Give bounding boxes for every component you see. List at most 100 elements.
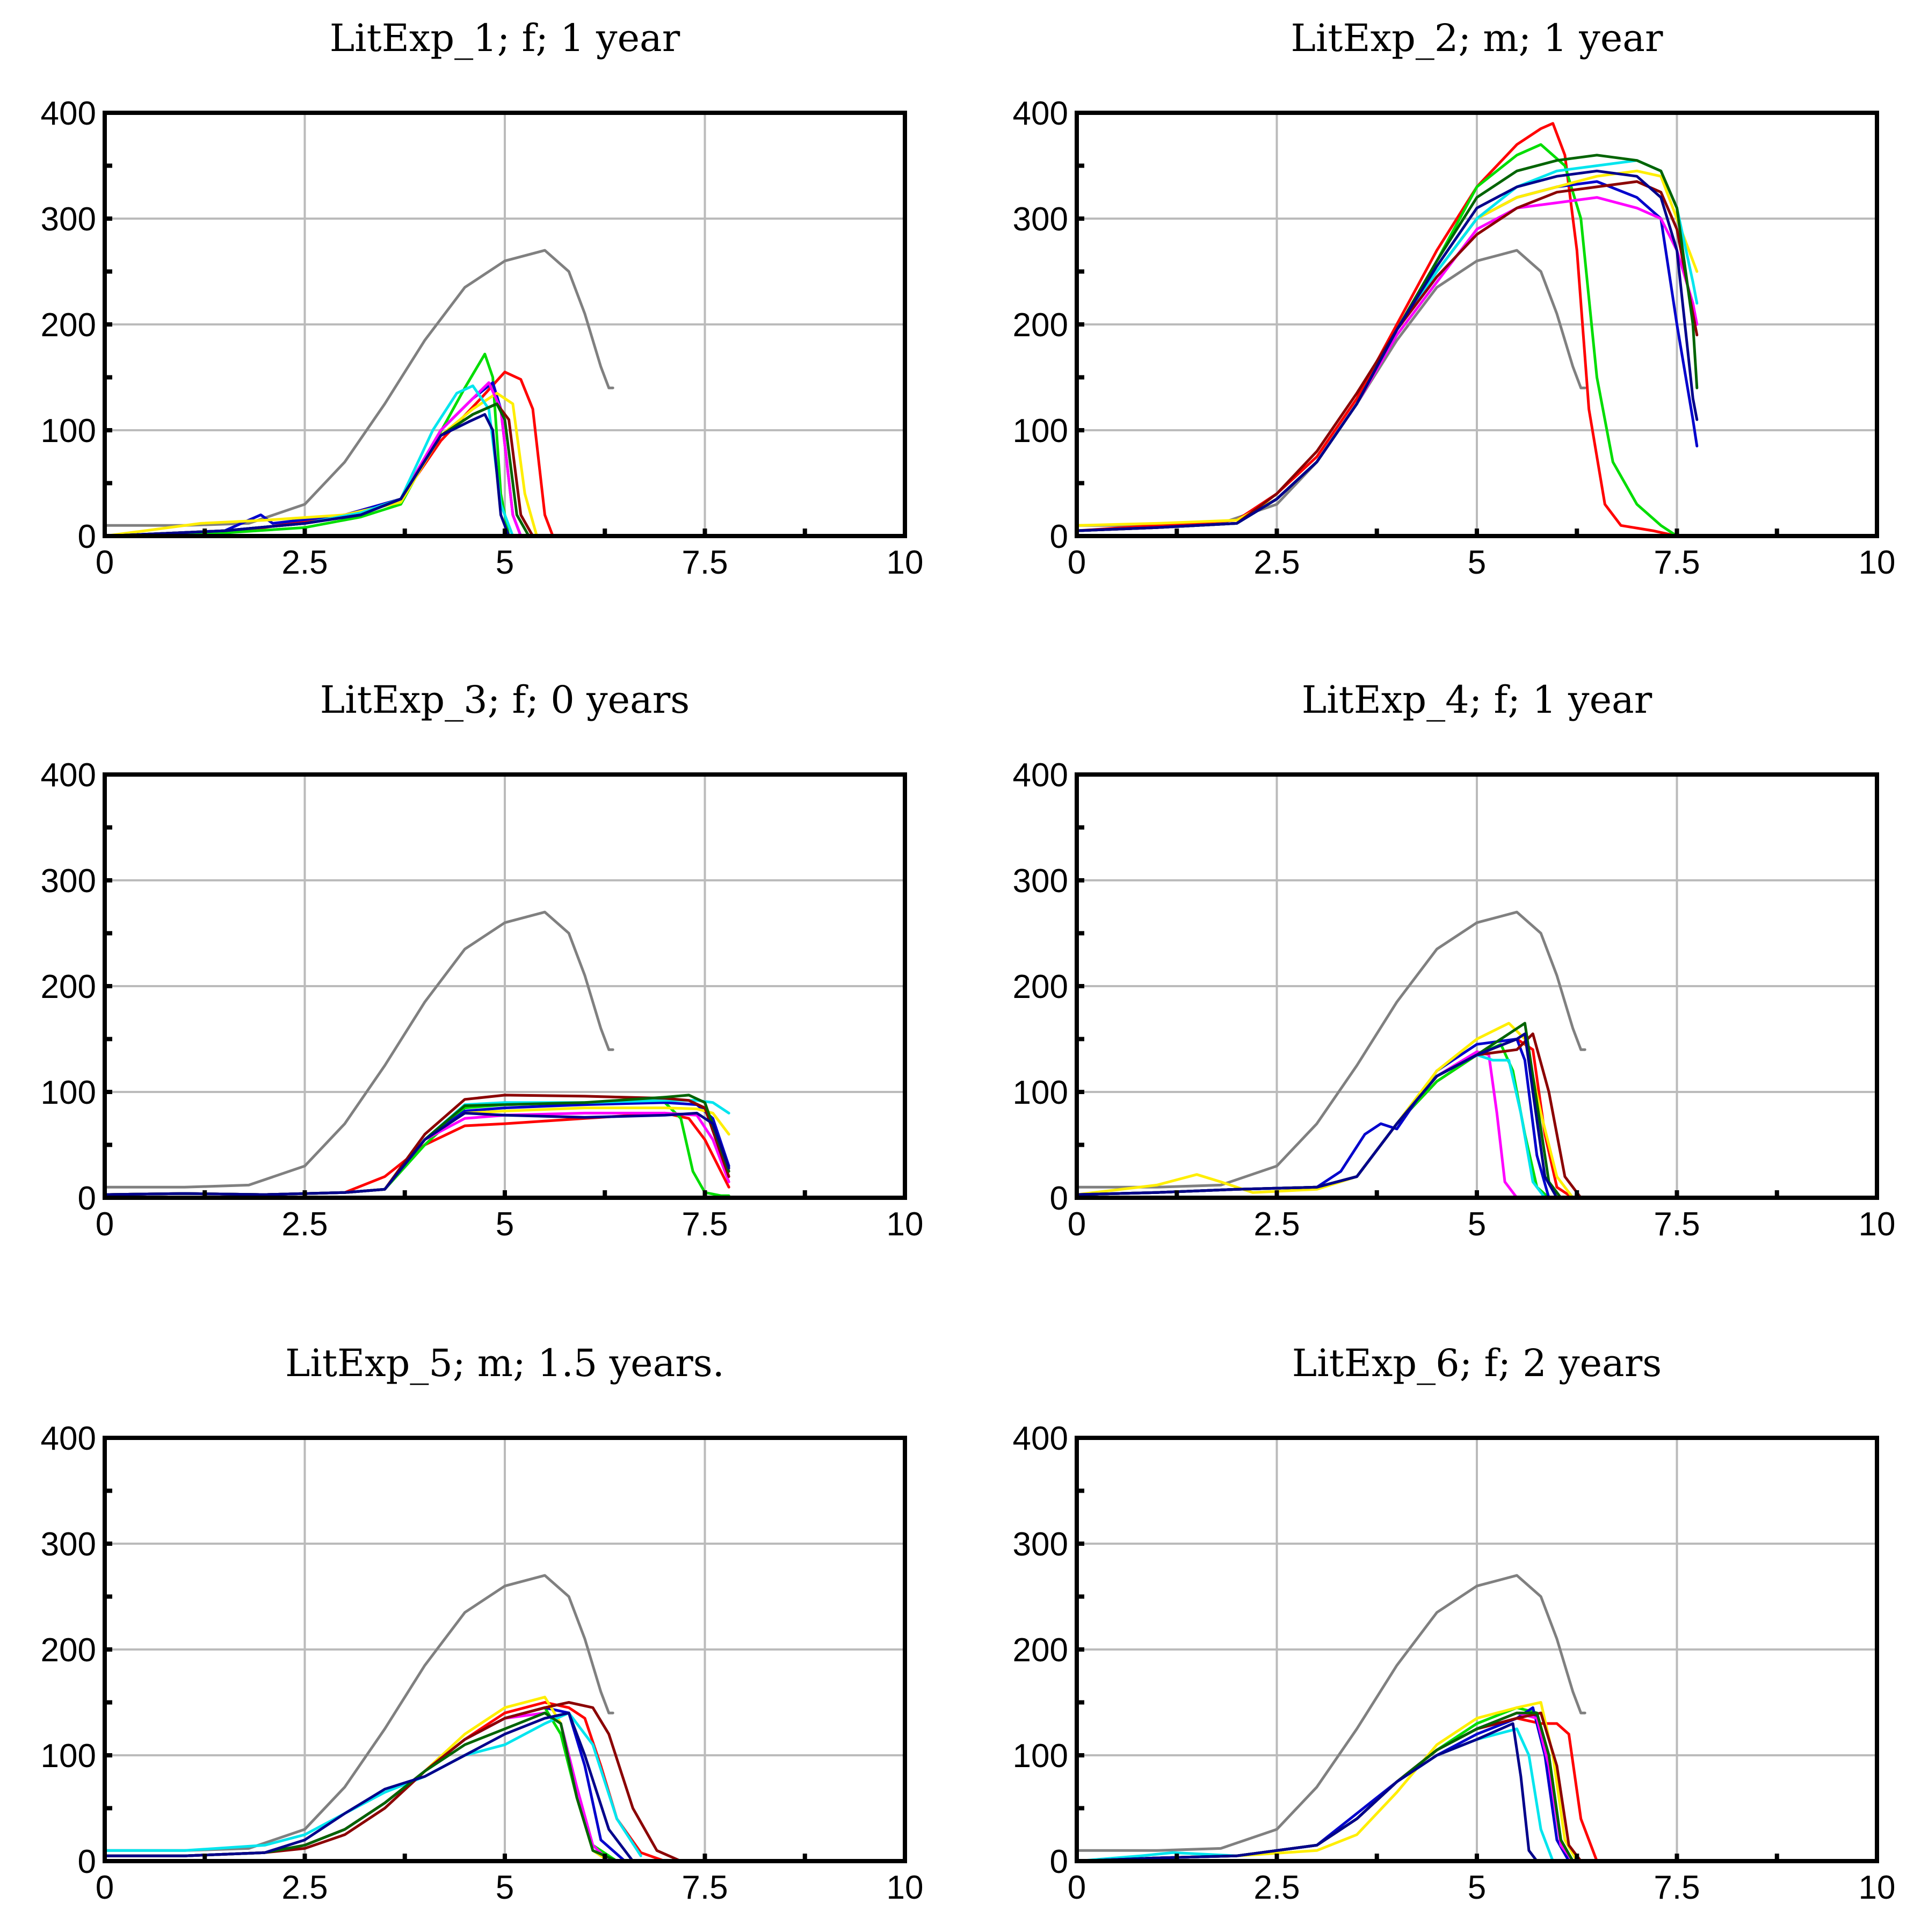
- y-tick-label: 0: [78, 1843, 96, 1880]
- x-tick-label: 5: [496, 1206, 514, 1243]
- x-tick-label: 0: [96, 544, 114, 581]
- x-tick-label: 10: [1859, 1869, 1896, 1906]
- series-group: [105, 1574, 683, 1861]
- series-line-darkred: [105, 1701, 683, 1861]
- x-tick-label: 10: [1859, 1206, 1896, 1243]
- x-tick-label: 7.5: [682, 1869, 728, 1906]
- series-line-reference: [105, 249, 614, 527]
- series-group: [1077, 910, 1586, 1198]
- series-line-magenta: [1077, 196, 1699, 532]
- series-line-red: [105, 371, 554, 536]
- x-tick-label: 2.5: [1253, 544, 1300, 581]
- series-line-blue: [1077, 1038, 1550, 1198]
- series-line-reference: [105, 1574, 614, 1852]
- x-tick-label: 2.5: [281, 544, 328, 581]
- series-line-cyan: [1077, 1727, 1555, 1861]
- y-tick-label: 100: [41, 1074, 96, 1111]
- series-group: [105, 249, 614, 536]
- chart-title: LitExp_5; m; 1.5 years.: [285, 1341, 724, 1385]
- x-tick-label: 2.5: [281, 1206, 328, 1243]
- series-line-darkred: [1077, 180, 1699, 532]
- chart-panel-5: LitExp_5; m; 1.5 years.0 2.5 5 7.5 100100200…: [41, 1341, 924, 1906]
- y-tick-label: 400: [1013, 95, 1068, 132]
- series-line-magenta: [105, 381, 523, 536]
- y-tick-label: 100: [1013, 1738, 1068, 1775]
- series-line-darkblue: [105, 1111, 730, 1196]
- y-tick-label: 400: [41, 1420, 96, 1457]
- series-line-reference: [1077, 910, 1586, 1189]
- x-tick-label: 7.5: [1654, 1206, 1700, 1243]
- y-tick-label: 200: [1013, 307, 1068, 344]
- y-tick-label: 100: [41, 413, 96, 450]
- x-tick-label: 2.5: [1253, 1869, 1300, 1906]
- series-line-darkblue: [1077, 169, 1699, 532]
- y-tick-label: 400: [1013, 757, 1068, 794]
- y-tick-label: 0: [1050, 518, 1068, 555]
- series-line-darkblue: [105, 1711, 634, 1861]
- x-tick-label: 7.5: [1654, 1869, 1700, 1906]
- x-tick-label: 5: [496, 1869, 514, 1906]
- y-tick-label: 400: [1013, 1420, 1068, 1457]
- series-line-red: [1077, 122, 1678, 536]
- y-tick-label: 300: [41, 201, 96, 238]
- x-tick-label: 0: [96, 1206, 114, 1243]
- series-line-green: [1077, 143, 1678, 536]
- x-tick-label: 5: [1468, 1206, 1486, 1243]
- x-tick-label: 10: [887, 1869, 924, 1906]
- series-line-darkgreen: [105, 1711, 619, 1861]
- series-line-darkblue: [1077, 1722, 1539, 1861]
- y-tick-label: 0: [1050, 1843, 1068, 1880]
- y-tick-label: 300: [1013, 1526, 1068, 1563]
- series-line-cyan: [1077, 1053, 1547, 1198]
- x-tick-label: 2.5: [281, 1869, 328, 1906]
- series-line-green: [105, 1706, 619, 1861]
- y-tick-label: 400: [41, 757, 96, 794]
- series-line-cyan: [105, 384, 514, 536]
- x-tick-label: 5: [496, 544, 514, 581]
- x-tick-label: 0: [1068, 1869, 1086, 1906]
- series-group: [1077, 122, 1699, 536]
- y-tick-label: 100: [1013, 413, 1068, 450]
- x-tick-label: 7.5: [682, 1206, 728, 1243]
- y-tick-label: 200: [1013, 968, 1068, 1005]
- y-tick-label: 200: [41, 307, 96, 344]
- series-line-red: [105, 1701, 666, 1861]
- series-line-darkred: [1077, 1032, 1583, 1198]
- x-tick-label: 10: [1859, 544, 1896, 581]
- y-tick-label: 0: [1050, 1180, 1068, 1217]
- chart-title: LitExp_6; f; 2 years: [1292, 1341, 1662, 1385]
- y-tick-label: 200: [1013, 1632, 1068, 1669]
- x-tick-label: 0: [1068, 1206, 1086, 1243]
- y-tick-label: 100: [1013, 1074, 1068, 1111]
- y-tick-label: 300: [1013, 201, 1068, 238]
- x-tick-label: 0: [96, 1869, 114, 1906]
- x-tick-label: 10: [887, 1206, 924, 1243]
- chart-title: LitExp_4; f; 1 year: [1302, 678, 1652, 722]
- x-tick-label: 0: [1068, 544, 1086, 581]
- series-line-green: [1077, 1043, 1550, 1198]
- series-line-blue: [105, 381, 523, 536]
- y-tick-label: 300: [1013, 863, 1068, 900]
- x-tick-label: 7.5: [682, 544, 728, 581]
- series-line-darkred: [105, 1094, 730, 1196]
- y-tick-label: 200: [41, 1632, 96, 1669]
- x-tick-label: 10: [887, 544, 924, 581]
- x-tick-label: 5: [1468, 1869, 1486, 1906]
- y-tick-label: 200: [41, 968, 96, 1005]
- y-tick-label: 400: [41, 95, 96, 132]
- x-tick-label: 2.5: [1253, 1206, 1300, 1243]
- series-line-green: [105, 352, 510, 536]
- series-line-magenta: [105, 1711, 611, 1861]
- series-group: [1077, 1574, 1598, 1861]
- chart-title: LitExp_2; m; 1 year: [1291, 16, 1663, 60]
- series-group: [105, 910, 730, 1197]
- series-line-reference: [1077, 249, 1586, 527]
- series-line-red: [1077, 1717, 1598, 1861]
- y-tick-label: 300: [41, 1526, 96, 1563]
